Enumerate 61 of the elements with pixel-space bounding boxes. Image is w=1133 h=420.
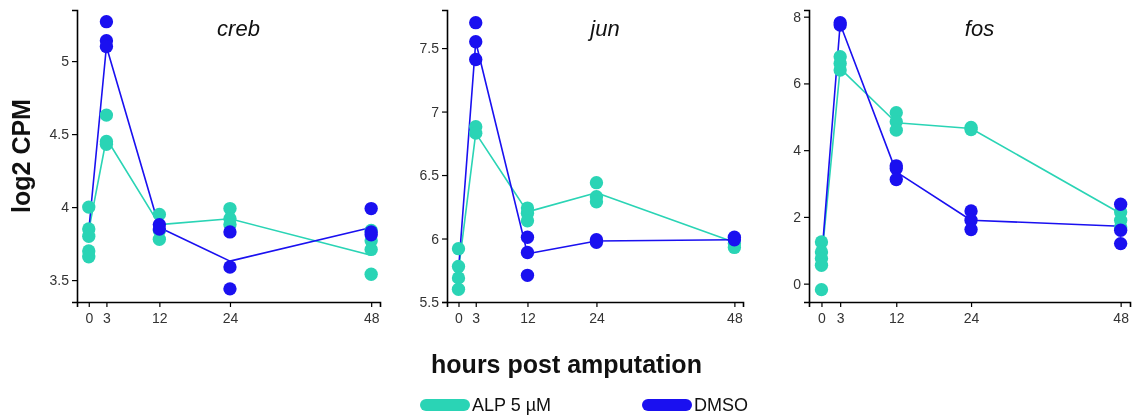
x-tick-label: 12 [152, 310, 168, 327]
y-tick-label: 6 [431, 230, 440, 247]
chart-title: fos [964, 16, 995, 41]
y-tick-label: 7 [431, 103, 440, 120]
point [223, 282, 237, 296]
point [469, 16, 483, 30]
y-tick-label: 6.5 [419, 167, 440, 184]
x-tick-label: 24 [963, 310, 980, 327]
point [589, 176, 604, 190]
point [964, 222, 978, 237]
point [364, 201, 378, 216]
point [469, 35, 483, 49]
y-tick-label: 5 [61, 53, 70, 70]
y-axis-title: log2 CPM [7, 99, 35, 213]
chart-title: jun [587, 16, 620, 41]
point [82, 200, 96, 214]
x-tick-label: 48 [727, 310, 743, 327]
x-tick-label: 3 [836, 310, 845, 327]
point [451, 259, 466, 274]
point [889, 172, 903, 187]
y-tick-label: 5.5 [419, 293, 440, 310]
y-tick-label: 3.5 [49, 272, 70, 289]
x-tick-label: 0 [818, 310, 827, 327]
y-tick-label: 7.5 [419, 40, 440, 57]
point [520, 230, 535, 244]
legend-label: ALP 5 µM [472, 395, 552, 416]
x-tick-label: 24 [589, 310, 605, 327]
point [451, 271, 466, 285]
y-tick-label: 4 [793, 142, 802, 159]
point [223, 225, 237, 239]
y-tick-label: 6 [793, 75, 802, 92]
y-tick-label: 8 [793, 8, 802, 25]
x-tick-label: 3 [472, 310, 481, 327]
point [223, 260, 237, 274]
point [451, 242, 466, 256]
x-tick-label: 0 [85, 310, 94, 327]
point [451, 282, 466, 296]
x-tick-label: 48 [1113, 310, 1130, 327]
x-tick-label: 48 [363, 310, 380, 327]
x-tick-label: 0 [455, 310, 464, 327]
point [469, 52, 483, 67]
point [364, 267, 378, 281]
x-tick-label: 12 [888, 310, 905, 327]
x-tick-label: 12 [520, 310, 536, 327]
chart-title: creb [217, 16, 260, 41]
y-tick-label: 2 [793, 208, 802, 225]
point [814, 282, 829, 297]
legend-label: DMSO [694, 395, 748, 416]
x-tick-label: 24 [222, 310, 239, 327]
x-tick-label: 3 [103, 310, 112, 327]
y-tick-label: 4 [61, 199, 70, 216]
point [99, 108, 114, 122]
point [1113, 197, 1128, 211]
y-tick-label: 0 [793, 275, 802, 292]
point [889, 123, 903, 137]
point [520, 245, 535, 260]
y-tick-label: 4.5 [49, 126, 70, 143]
point [1113, 236, 1128, 251]
point [520, 268, 535, 282]
point [99, 15, 114, 29]
x-axis-title: hours post amputation [431, 350, 702, 378]
